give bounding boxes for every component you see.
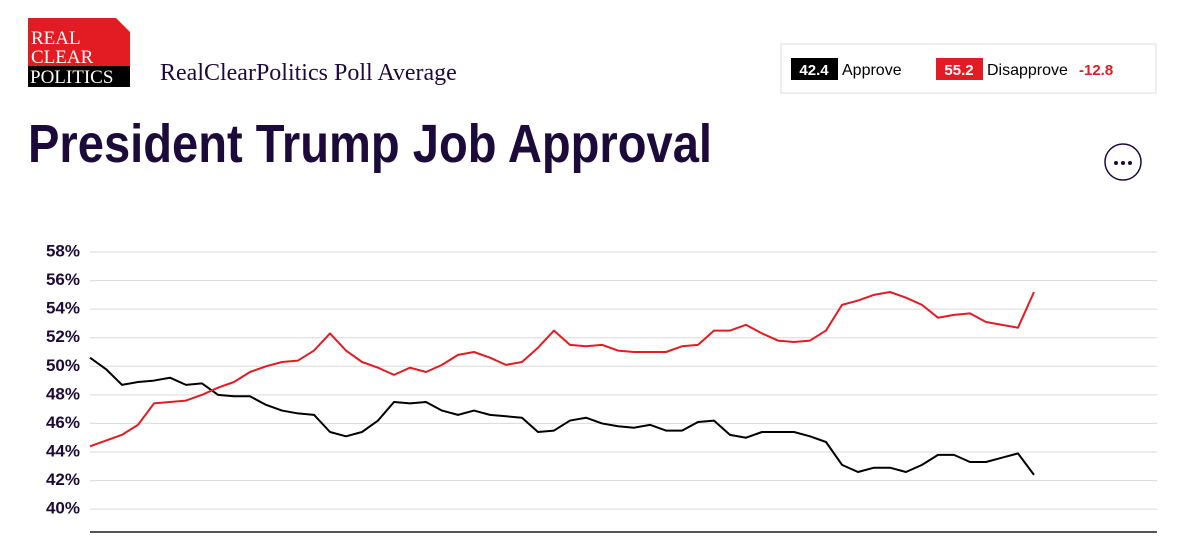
approve-badge [791,58,838,80]
y-tick-label: 48% [46,384,80,403]
dot [1128,161,1132,165]
y-tick-label: 50% [46,356,80,375]
chart-title: President Trump Job Approval [28,114,712,174]
disapprove-label: Disapprove [987,62,1068,79]
logo-corner [116,18,130,32]
disapprove-badge [936,58,983,80]
disapprove-value: 55.2 [944,62,973,79]
y-tick-label: 52% [46,327,80,346]
dot [1121,161,1125,165]
series-line [89,356,1035,476]
y-tick-label: 56% [46,270,80,289]
y-tick-label: 44% [46,441,80,460]
plot: 40% 42% 44% 46% 48% 50% 52% 54% 56% 58% [46,241,1157,533]
subtitle: RealClearPolitics Poll Average [160,60,457,86]
logo-text: REAL [31,28,81,49]
series-line [89,291,1035,448]
y-tick-label: 58% [46,241,80,260]
logo-text: CLEAR [31,47,94,68]
y-tick-label: 42% [46,470,80,489]
logo-band [28,66,130,87]
logo-text: POLITICS [30,67,113,88]
y-tick-label: 54% [46,299,80,318]
approve-label: Approve [842,62,902,79]
y-tick-label: 40% [46,499,80,518]
approve-value: 42.4 [799,62,829,79]
summary-box [780,43,1157,94]
dot [1114,161,1118,165]
y-tick-label: 46% [46,413,80,432]
spread: -12.8 [1079,62,1113,79]
